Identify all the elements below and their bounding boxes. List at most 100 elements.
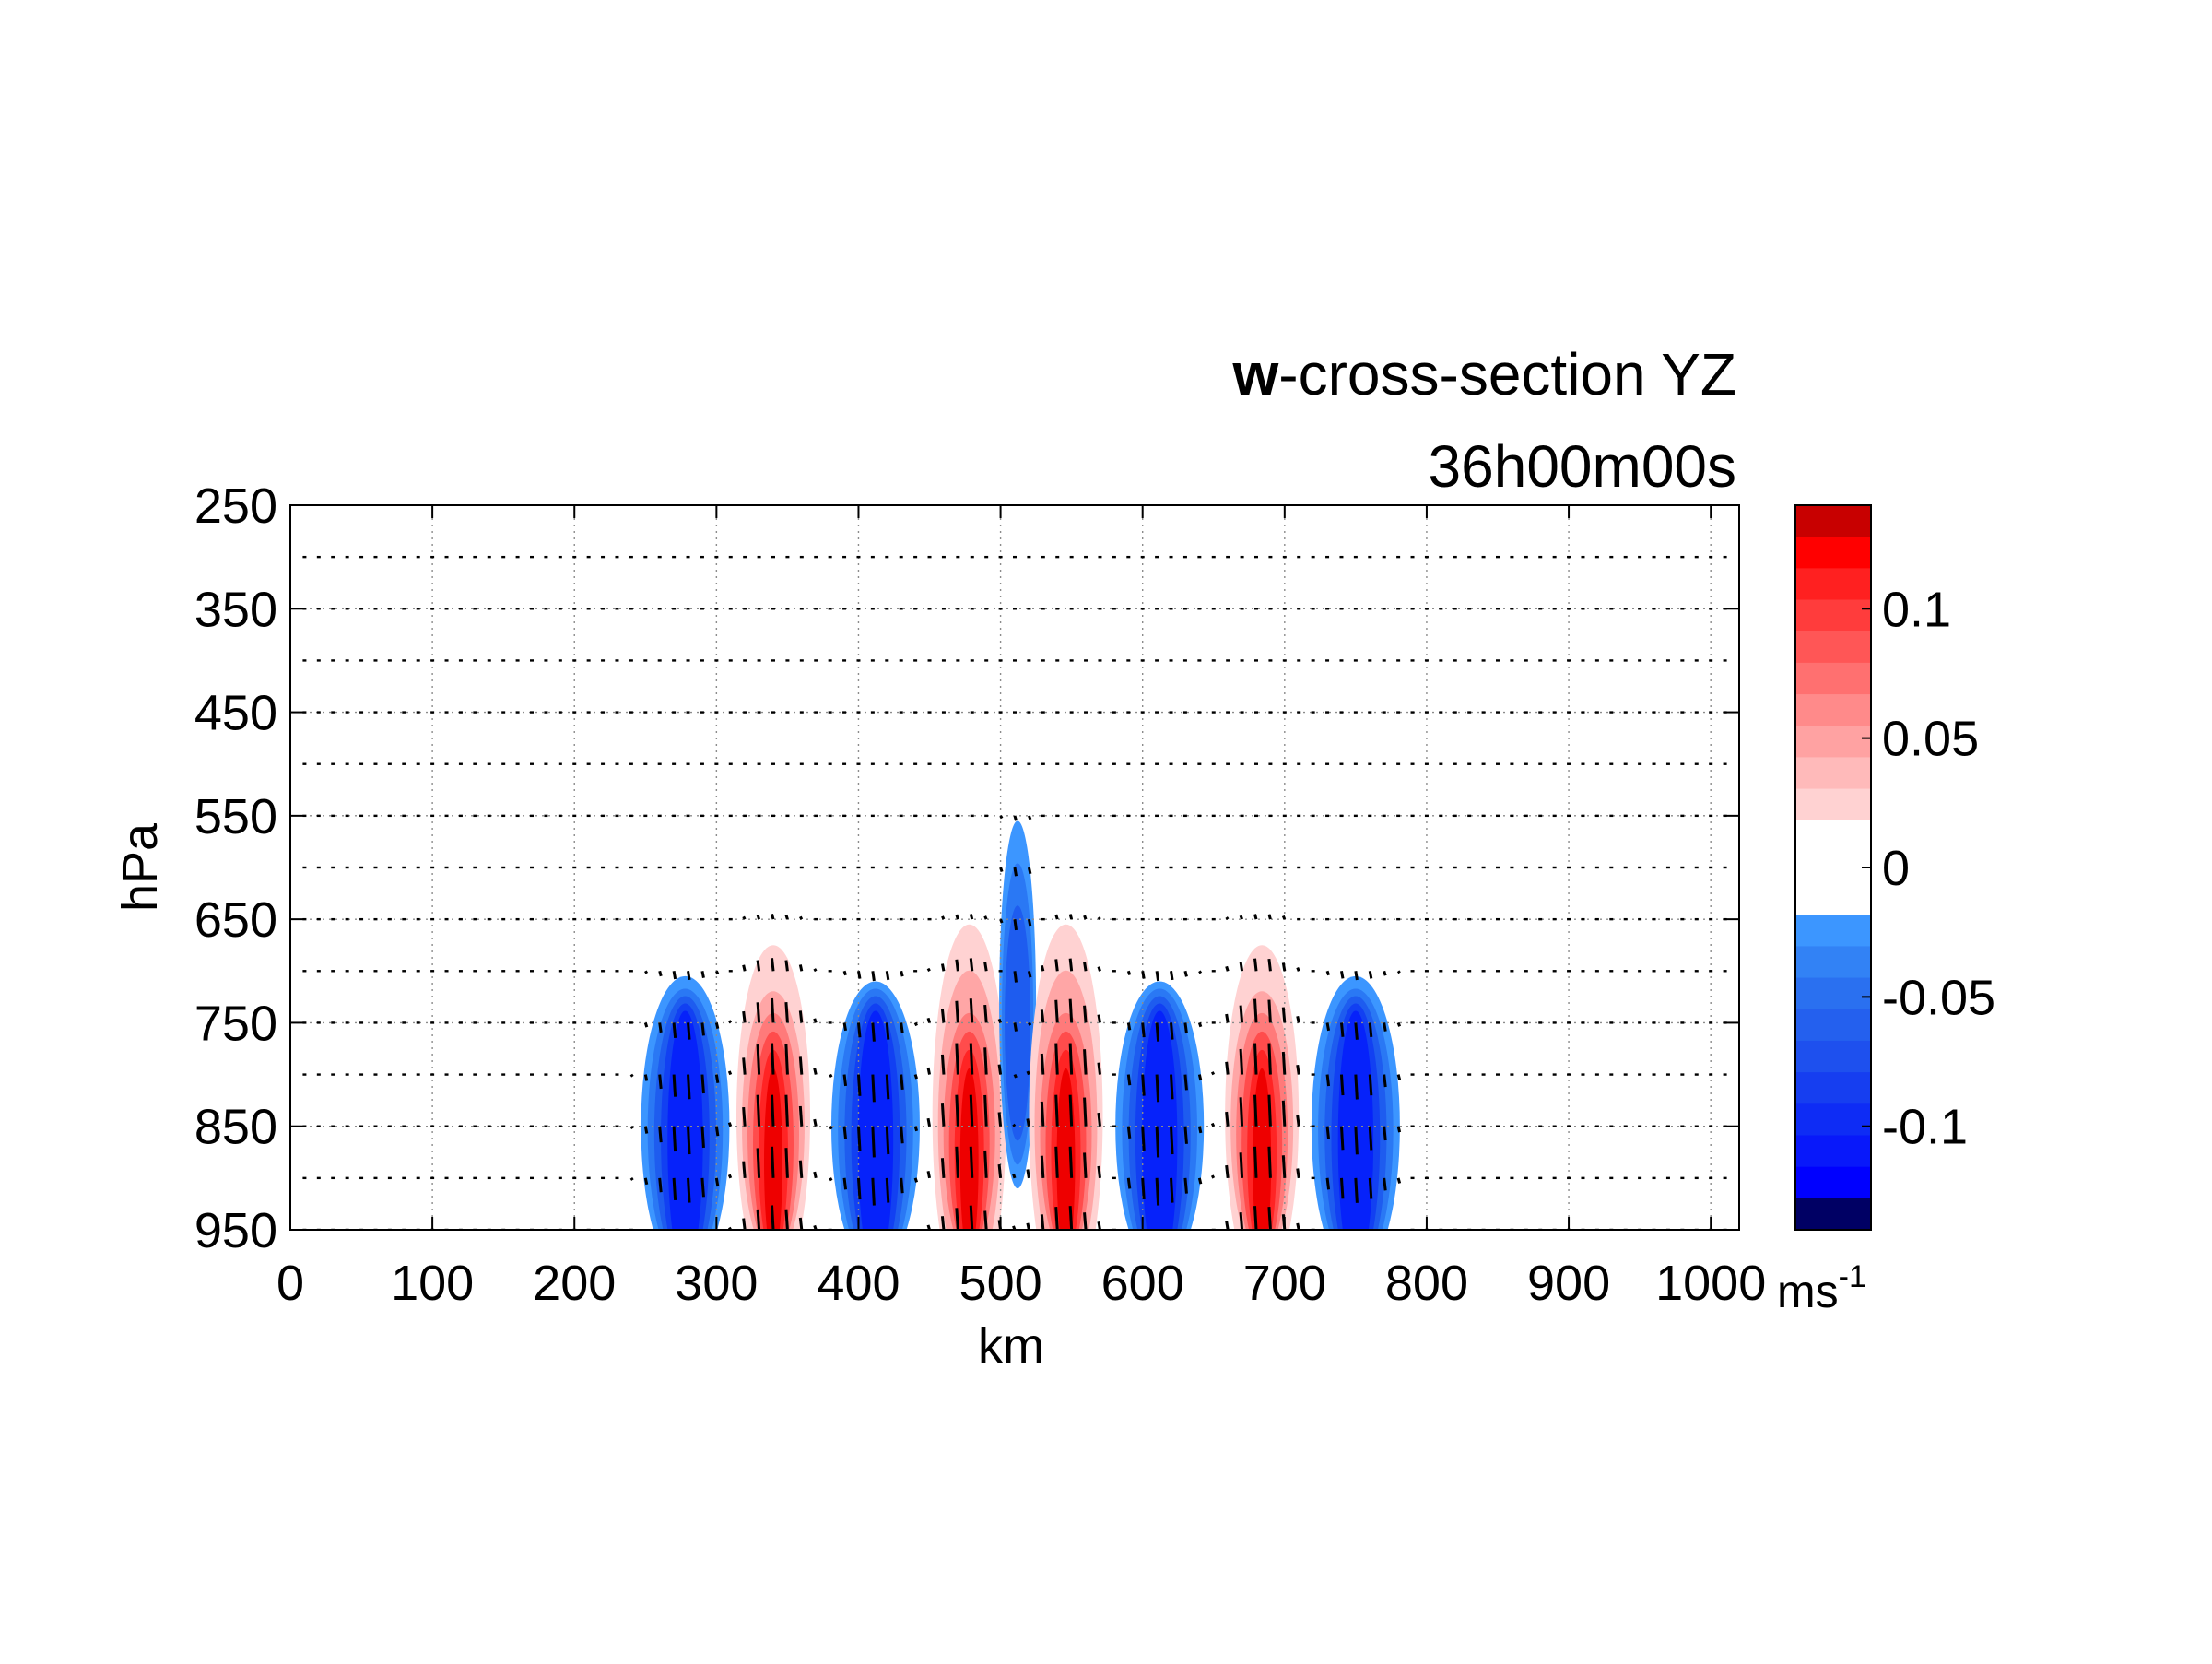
wind-vector xyxy=(1029,1022,1030,1025)
wind-vector xyxy=(971,1095,972,1127)
wind-vector xyxy=(688,971,690,980)
wind-vector xyxy=(1085,1212,1087,1230)
chart-title: w-cross-section YZ xyxy=(1232,341,1737,407)
y-tick-label: 250 xyxy=(194,478,277,534)
wind-vector xyxy=(786,1095,788,1127)
wind-vector xyxy=(1001,867,1003,872)
colorbar-segment xyxy=(1795,631,1871,664)
wind-vector xyxy=(901,1022,903,1033)
wind-vector xyxy=(1398,1022,1400,1026)
wind-vector xyxy=(674,1075,676,1097)
wind-vector xyxy=(1298,1223,1300,1230)
wind-vector xyxy=(688,1178,690,1203)
colorbar-segment xyxy=(1795,568,1871,600)
wind-vector xyxy=(1298,1169,1300,1178)
wind-vector xyxy=(1199,1075,1201,1080)
wind-vector xyxy=(1128,971,1130,974)
wind-vector xyxy=(942,1158,944,1178)
wind-vector xyxy=(1041,1009,1043,1022)
wind-vector xyxy=(1143,1230,1145,1245)
x-tick-label: 0 xyxy=(276,1256,304,1311)
wind-vector xyxy=(1269,915,1271,919)
wind-vector xyxy=(1041,1214,1043,1230)
wind-vector xyxy=(1255,915,1257,920)
wind-vector xyxy=(1398,1178,1400,1184)
wind-vector xyxy=(971,1206,972,1230)
wind-vector xyxy=(1370,1178,1371,1199)
y-tick-label: 950 xyxy=(194,1203,277,1258)
wind-vector xyxy=(928,1018,930,1022)
colorbar-segment xyxy=(1795,1072,1871,1104)
wind-vector xyxy=(1171,1230,1173,1246)
wind-vector xyxy=(1185,971,1187,976)
wind-vector xyxy=(1255,1044,1257,1075)
y-tick-label: 750 xyxy=(194,996,277,1051)
wind-vector xyxy=(1085,1152,1087,1177)
wind-vector xyxy=(660,1022,662,1032)
wind-vector xyxy=(1283,1008,1285,1023)
colorbar-unit-label: ms-1 xyxy=(1777,1259,1866,1317)
wind-vector xyxy=(660,971,662,976)
colorbar-segment xyxy=(1795,505,1871,537)
wind-vector xyxy=(985,1005,987,1022)
wind-vector xyxy=(1070,915,1072,920)
wind-vector xyxy=(1001,919,1003,923)
wind-vector xyxy=(844,1230,846,1237)
wind-vector xyxy=(1356,1075,1358,1100)
wind-vector xyxy=(1028,1223,1030,1230)
wind-vector xyxy=(915,1127,917,1131)
wind-vector xyxy=(1212,1175,1214,1178)
wind-vector xyxy=(645,971,647,973)
wind-vector xyxy=(957,1095,959,1127)
downdraft-contour xyxy=(667,1011,702,1271)
wind-vector xyxy=(1327,1075,1329,1086)
wind-vector xyxy=(1356,971,1358,980)
wind-vector xyxy=(758,915,759,919)
y-tick-labels: 250350450550650750850950 xyxy=(194,478,277,1258)
wind-vector xyxy=(1099,1063,1100,1075)
wind-vector xyxy=(1227,1062,1229,1075)
wind-vector xyxy=(674,1022,676,1037)
wind-vector xyxy=(1028,1170,1030,1178)
wind-vector xyxy=(716,1075,718,1083)
wind-vector xyxy=(942,1103,944,1127)
x-tick-label: 500 xyxy=(959,1256,1042,1311)
wind-vector xyxy=(942,1216,944,1230)
wind-vector xyxy=(844,1075,846,1086)
x-tick-label: 700 xyxy=(1243,1256,1326,1311)
wind-vector xyxy=(1015,919,1017,930)
x-tick-label: 600 xyxy=(1101,1256,1184,1311)
colorbar-segment xyxy=(1795,663,1871,695)
wind-vector xyxy=(1384,971,1386,975)
wind-vector xyxy=(915,1178,917,1183)
wind-vector xyxy=(1056,1147,1058,1178)
wind-vector xyxy=(873,1022,875,1041)
wind-vector xyxy=(744,1011,746,1022)
wind-vector xyxy=(1143,971,1145,978)
wind-vector xyxy=(985,1151,987,1178)
wind-vector xyxy=(674,971,676,979)
wind-vector xyxy=(744,1162,746,1178)
colorbar-segment xyxy=(1795,1135,1871,1167)
wind-vector xyxy=(772,1095,774,1127)
wind-vector xyxy=(1128,1230,1130,1237)
wind-vector xyxy=(985,916,987,919)
y-tick-label: 650 xyxy=(194,892,277,948)
updraft-contour xyxy=(960,1068,979,1256)
wind-vector xyxy=(873,1230,875,1248)
wind-vector xyxy=(942,963,944,971)
wind-vector xyxy=(1241,962,1242,971)
wind-vector xyxy=(858,1230,860,1245)
wind-vector xyxy=(957,1001,959,1023)
wind-vector xyxy=(758,1095,759,1127)
colorbar-tick-label: -0.1 xyxy=(1882,1100,1968,1155)
wind-vector xyxy=(772,914,774,919)
wind-vector xyxy=(744,1107,746,1127)
wind-vector xyxy=(1041,1102,1043,1127)
wind-vector xyxy=(1384,1230,1386,1238)
wind-vector xyxy=(887,1075,888,1100)
wind-vector xyxy=(928,1171,930,1178)
wind-vector xyxy=(660,1075,662,1089)
wind-vector xyxy=(873,1127,875,1158)
